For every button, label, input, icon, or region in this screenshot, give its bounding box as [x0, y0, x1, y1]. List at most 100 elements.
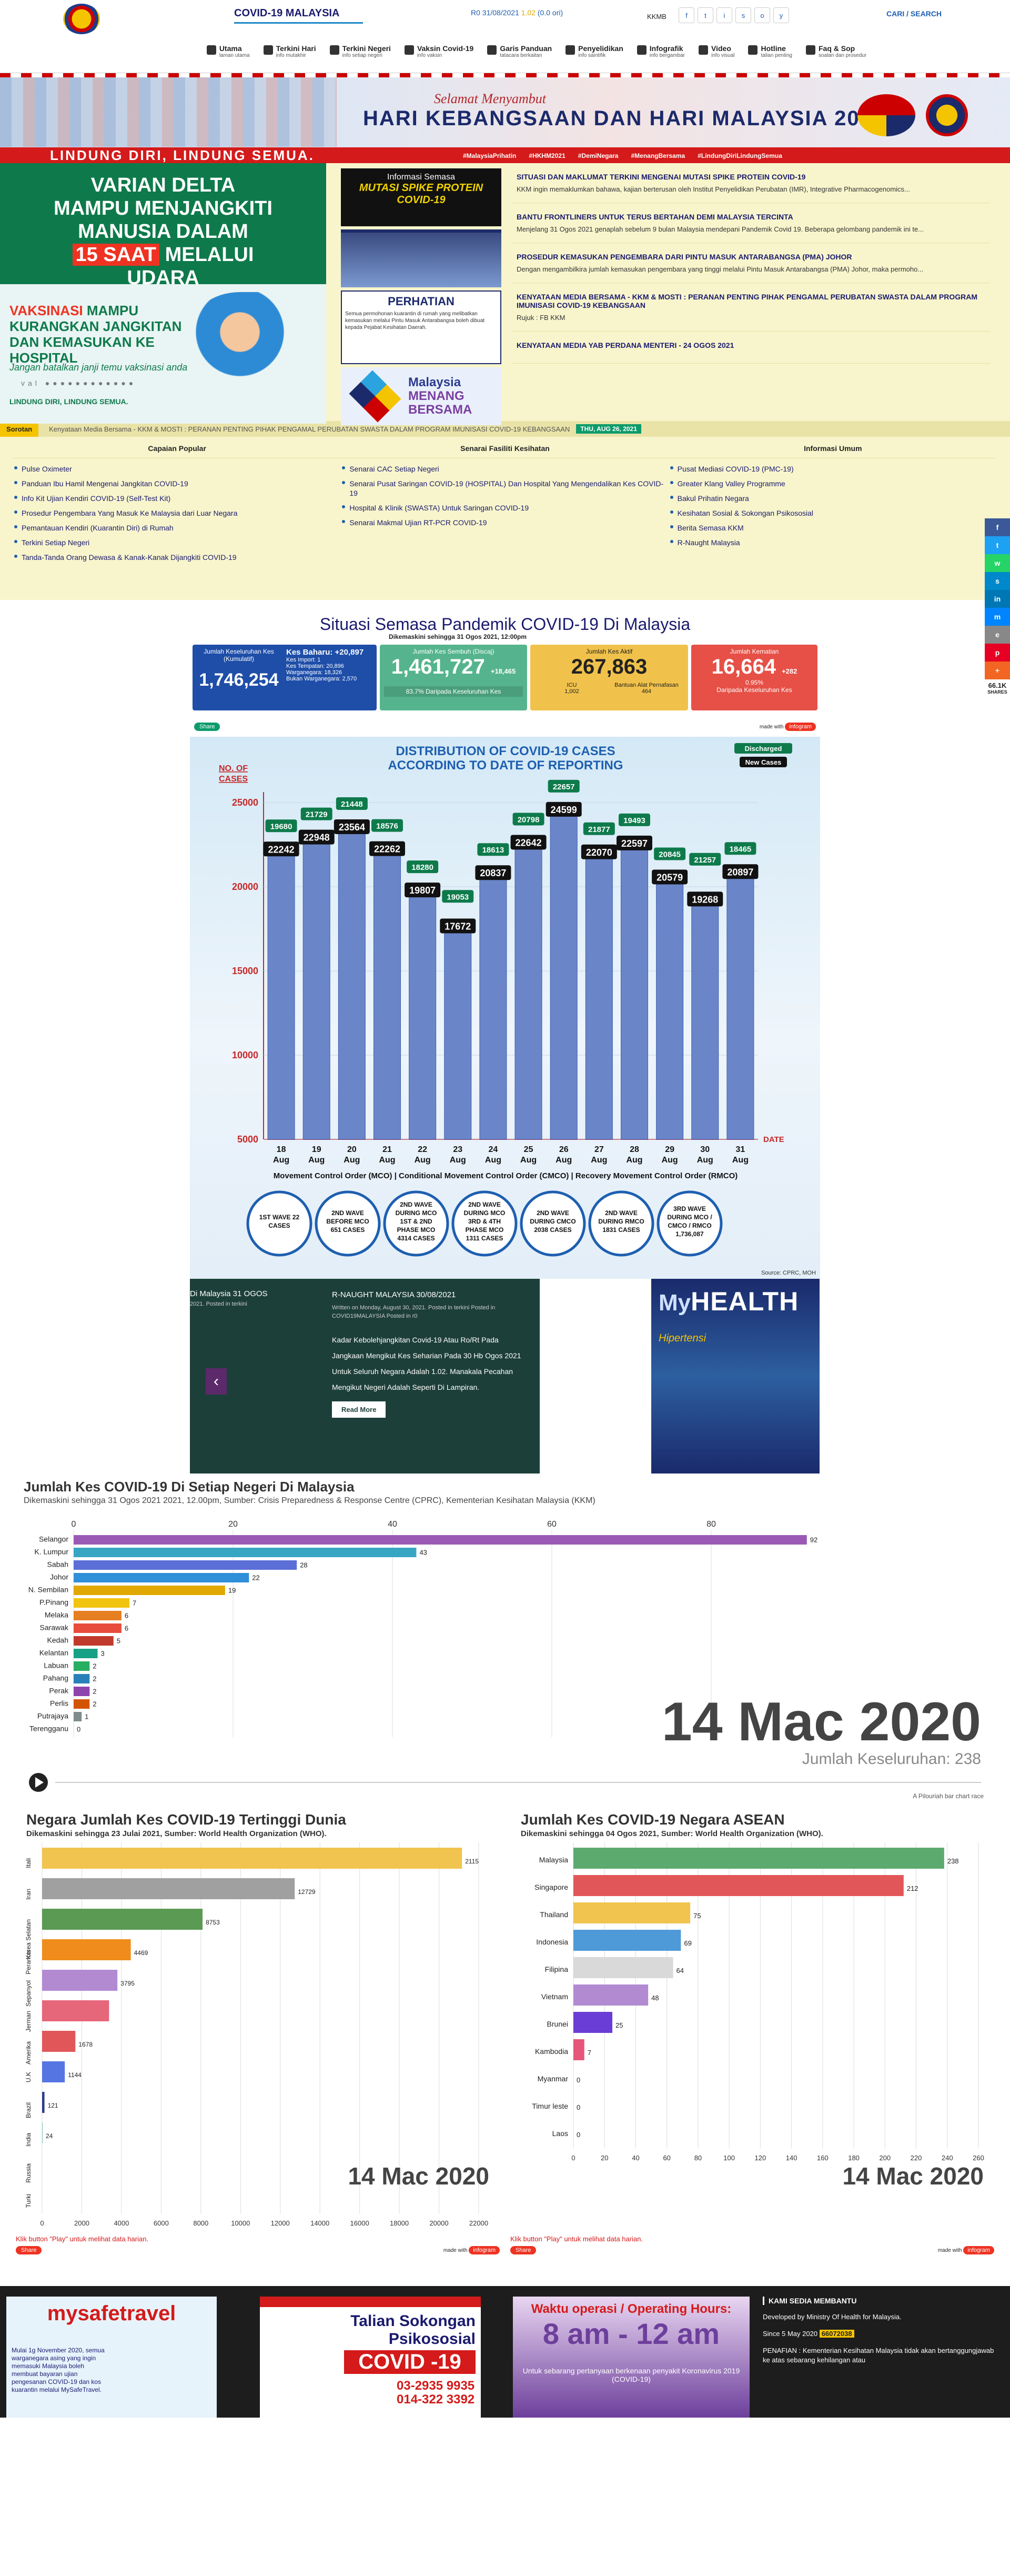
- twitter-icon[interactable]: t: [698, 7, 713, 23]
- poster-line: VARIAN DELTA: [90, 174, 236, 196]
- thumb-spike-protein[interactable]: Informasi Semasa MUTASI SPIKE PROTEIN CO…: [341, 168, 501, 226]
- share-p-icon[interactable]: p: [985, 644, 1010, 661]
- search-link[interactable]: CARI / SEARCH: [886, 9, 942, 18]
- delta-variant-poster[interactable]: VARIAN DELTA MAMPU MENJANGKITI MANUSIA D…: [0, 163, 326, 424]
- infogram-logo[interactable]: infogram: [963, 2246, 994, 2254]
- operating-hours-banner[interactable]: Waktu operasi / Operating Hours: 8 am - …: [513, 2297, 750, 2418]
- share-button[interactable]: Share: [16, 2246, 42, 2254]
- nav-label: Faq & Sop: [818, 44, 855, 53]
- news-title[interactable]: SITUASI DAN MAKLUMAT TERKINI MENGENAI MU…: [517, 173, 806, 181]
- link-item[interactable]: Prosedur Pengembara Yang Masuk Ke Malays…: [13, 506, 341, 520]
- news-slider: Di Malaysia 31 OGOS 2021. Posted in terk…: [190, 1279, 820, 1474]
- x-tick-label: 22: [418, 1145, 427, 1154]
- data-label-new: 19268: [692, 894, 718, 905]
- nav-terkini-hari[interactable]: Terkini Hari info mutakhir: [263, 44, 316, 73]
- link-item[interactable]: Tanda-Tanda Orang Dewasa & Kanak-Kanak D…: [13, 550, 341, 565]
- share-+-icon[interactable]: +: [985, 661, 1010, 679]
- kkm-label[interactable]: KKMB: [647, 13, 666, 21]
- link-item[interactable]: Info Kit Ujian Kendiri COVID-19 (Self-Te…: [13, 491, 341, 506]
- telegram-icon[interactable]: o: [754, 7, 770, 23]
- ticker-text[interactable]: Kenyataan Media Bersama - KKM & MOSTI : …: [49, 425, 570, 433]
- link-item[interactable]: Senarai Makmal Ujian RT-PCR COVID-19: [341, 515, 669, 530]
- category-label: Brunei: [547, 2020, 568, 2028]
- link-item[interactable]: Terkini Setiap Negeri: [13, 535, 341, 550]
- phone-number[interactable]: 03-2935 9935: [397, 2379, 475, 2393]
- nav-garis-panduan[interactable]: Garis Panduan tatacara berkaitan: [487, 44, 552, 73]
- share-button[interactable]: Share: [510, 2246, 537, 2254]
- link-item[interactable]: R-Naught Malaysia: [669, 535, 997, 550]
- share-t-icon[interactable]: t: [985, 536, 1010, 554]
- news-title[interactable]: BANTU FRONTLINERS UNTUK TERUS BERTAHAN D…: [517, 213, 793, 221]
- share-icon[interactable]: s: [735, 7, 751, 23]
- nav-video[interactable]: Video info visual: [699, 44, 734, 73]
- news-item[interactable]: KENYATAAN MEDIA YAB PERDANA MENTERI - 24…: [511, 332, 990, 364]
- psychosocial-banner[interactable]: Talian Sokongan Psikososial COVID -19 03…: [260, 2297, 481, 2418]
- share-s-icon[interactable]: s: [985, 572, 1010, 590]
- nav-hotline[interactable]: Hotline talian penting: [748, 44, 792, 73]
- news-title[interactable]: KENYATAAN MEDIA YAB PERDANA MENTERI - 24…: [517, 341, 734, 349]
- link-item[interactable]: Pulse Oximeter: [13, 462, 341, 476]
- link-item[interactable]: Pusat Mediasi COVID-19 (PMC-19): [669, 462, 997, 476]
- category-label: Itali: [25, 1858, 32, 1868]
- poster-carousel-dots[interactable]: val ●●●●●●●●●●●●: [21, 379, 137, 387]
- link-item[interactable]: Kesihatan Sosial & Sokongan Psikososial: [669, 506, 997, 520]
- share-m-icon[interactable]: m: [985, 608, 1010, 626]
- link-item[interactable]: Berita Semasa KKM: [669, 520, 997, 535]
- data-label-discharged: 21729: [306, 810, 328, 819]
- infogram-logo[interactable]: infogram: [785, 723, 816, 731]
- category-label: Kambodia: [535, 2047, 568, 2056]
- link-item[interactable]: Panduan Ibu Hamil Mengenai Jangkitan COV…: [13, 476, 341, 491]
- x-tick-label: Aug: [520, 1156, 537, 1165]
- facebook-icon[interactable]: f: [679, 7, 694, 23]
- instagram-icon[interactable]: i: [716, 7, 732, 23]
- nav-infografik[interactable]: Infografik info bergambar: [637, 44, 685, 73]
- thumb-frontliners[interactable]: [341, 229, 501, 287]
- news-item[interactable]: SITUASI DAN MAKLUMAT TERKINI MENGENAI MU…: [511, 163, 990, 203]
- data-label-discharged: 22657: [553, 783, 575, 791]
- myhealth-magazine[interactable]: MyHEALTH Hipertensi: [651, 1279, 820, 1474]
- share-w-icon[interactable]: w: [985, 554, 1010, 572]
- read-more-button[interactable]: Read More: [332, 1401, 386, 1418]
- nav-penyelidikan[interactable]: Penyelidikan info saintifik: [565, 44, 623, 73]
- phone-number[interactable]: 014-322 3392: [397, 2392, 475, 2407]
- nav-faq-sop[interactable]: Faq & Sop soalan dan prosedur: [805, 44, 866, 73]
- x-tick-label: 28: [630, 1145, 639, 1154]
- wave-label: PHASE MCO: [466, 1226, 504, 1234]
- thumb-menang-bersama[interactable]: Malaysia MENANG BERSAMA: [341, 367, 501, 425]
- link-item[interactable]: Senarai Pusat Saringan COVID-19 (HOSPITA…: [341, 476, 669, 500]
- news-title[interactable]: KENYATAAN MEDIA BERSAMA - KKM & MOSTI : …: [517, 293, 978, 309]
- link-item[interactable]: Hospital & Klinik (SWASTA) Untuk Saringa…: [341, 500, 669, 515]
- share-in-icon[interactable]: in: [985, 590, 1010, 608]
- link-item[interactable]: Greater Klang Valley Programme: [669, 476, 997, 491]
- share-f-icon[interactable]: f: [985, 518, 1010, 536]
- kkm-crest-logo[interactable]: [63, 4, 100, 34]
- page: COVID-19 MALAYSIA R0 31/08/2021 1.02 (0.…: [0, 4, 1010, 2418]
- link-item[interactable]: Bakul Prihatin Negara: [669, 491, 997, 506]
- share-button[interactable]: Share: [194, 723, 220, 731]
- nav-utama[interactable]: Utama laman utama: [206, 44, 250, 73]
- noncitizen-cases: Bukan Warganegara: 2,570: [286, 676, 357, 682]
- thumb-perhatian[interactable]: PERHATIAN Semua permohonan kuarantin di …: [341, 290, 501, 364]
- chevron-left-icon[interactable]: ‹: [206, 1368, 227, 1395]
- world-chart-box: Negara Jumlah Kes COVID-19 Tertinggi Dun…: [16, 1811, 500, 2254]
- slide-title[interactable]: R-NAUGHT MALAYSIA 30/08/2021: [332, 1290, 456, 1299]
- category-label: Melaka: [45, 1611, 68, 1619]
- mysafetravel-banner[interactable]: mysafetravel Mulai 1g November 2020, sem…: [6, 2297, 217, 2418]
- card-value: 1,461,727: [391, 655, 485, 678]
- news-item[interactable]: PROSEDUR KEMASUKAN PENGEMBARA DARI PINTU…: [511, 243, 990, 283]
- nav-label: Infografik: [649, 44, 683, 53]
- link-item[interactable]: Pemantauan Kendiri (Kuarantin Diri) di R…: [13, 520, 341, 535]
- share-e-icon[interactable]: e: [985, 626, 1010, 644]
- youtube-icon[interactable]: y: [773, 7, 789, 23]
- data-label-new: 22242: [268, 844, 295, 855]
- infogram-logo[interactable]: infogram: [469, 2246, 500, 2254]
- national-day-banner[interactable]: Selamat Menyambut HARI KEBANGSAAN DAN HA…: [0, 73, 1010, 163]
- site-title[interactable]: COVID-19 MALAYSIA: [234, 7, 340, 19]
- link-item[interactable]: Senarai CAC Setiap Negeri: [341, 462, 669, 476]
- news-item[interactable]: BANTU FRONTLINERS UNTUK TERUS BERTAHAN D…: [511, 203, 990, 243]
- news-item[interactable]: KENYATAAN MEDIA BERSAMA - KKM & MOSTI : …: [511, 283, 990, 332]
- nav-vaksin[interactable]: Vaksin Covid-19 info vaksin: [404, 44, 473, 73]
- card-label: Jumlah Kematian: [730, 648, 779, 655]
- news-title[interactable]: PROSEDUR KEMASUKAN PENGEMBARA DARI PINTU…: [517, 253, 852, 261]
- nav-terkini-negeri[interactable]: Terkini Negeri info setiap negeri: [329, 44, 391, 73]
